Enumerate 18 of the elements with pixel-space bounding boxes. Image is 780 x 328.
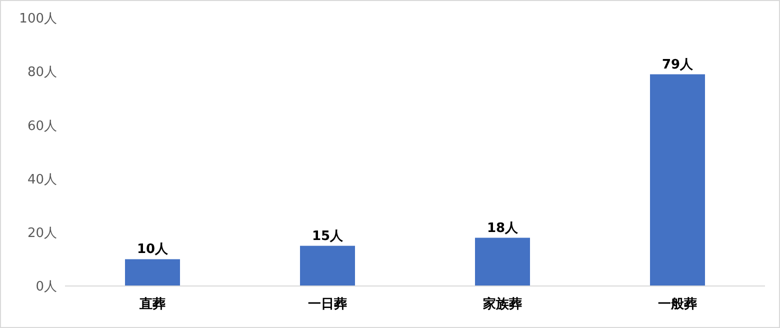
y-tick-label: 60人	[27, 118, 57, 134]
y-tick-label: 0人	[36, 280, 57, 295]
x-tick-label: 直葬	[138, 296, 166, 312]
x-tick-label: 一日葬	[308, 296, 347, 312]
y-tick-label: 100人	[19, 12, 57, 27]
data-label: 79人	[662, 57, 694, 72]
y-tick-label: 20人	[27, 226, 57, 241]
bar	[125, 259, 180, 286]
y-tick-label: 40人	[27, 172, 57, 188]
data-label: 10人	[136, 242, 170, 258]
x-tick-label: 一般葬	[658, 296, 697, 312]
y-tick-label: 80人	[27, 65, 57, 80]
x-tick-label: 家族葬	[482, 296, 522, 312]
data-label: 15人	[312, 228, 344, 244]
bar	[475, 238, 530, 286]
data-label: 18人	[486, 220, 520, 236]
bar	[650, 74, 705, 286]
bar	[300, 246, 355, 286]
